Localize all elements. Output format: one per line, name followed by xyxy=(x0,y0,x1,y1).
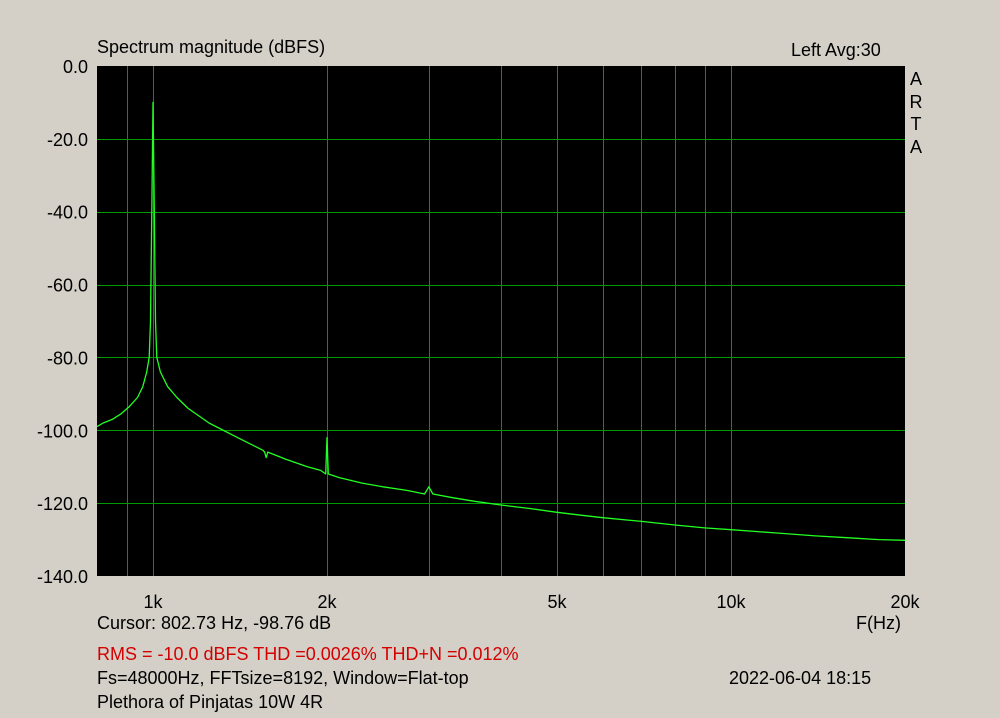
fft-settings: Fs=48000Hz, FFTsize=8192, Window=Flat-to… xyxy=(97,668,469,688)
rms-thd-readout: RMS = -10.0 dBFS THD =0.0026% THD+N =0.0… xyxy=(97,644,519,664)
y-axis-ticks: 0.0 -20.0 -40.0 -60.0 -80.0 -100.0 -120.0 -140.… xyxy=(37,57,88,587)
y-tick-label: -120.0 xyxy=(37,494,88,514)
watermark-letter: R xyxy=(909,91,923,112)
y-tick-label: -100.0 xyxy=(37,421,88,441)
chart-title: Spectrum magnitude (dBFS) xyxy=(97,37,326,57)
y-tick-label: -80.0 xyxy=(47,348,88,368)
watermark-letter: A xyxy=(909,136,922,157)
x-tick-label: 20k xyxy=(890,592,920,612)
timestamp: 2022-06-04 18:15 xyxy=(729,668,872,688)
channel-average-label: Left Avg:30 xyxy=(791,40,881,60)
x-tick-label: 1k xyxy=(144,592,164,612)
x-axis-unit: F(Hz) xyxy=(856,613,901,633)
arta-watermark: A R T A xyxy=(908,68,924,158)
watermark-letter: T xyxy=(910,114,922,134)
y-tick-label: -20.0 xyxy=(47,130,88,150)
cursor-readout: Cursor: 802.73 Hz, -98.76 dB xyxy=(97,613,332,633)
trace-layer xyxy=(96,101,906,541)
spectrum-trace xyxy=(96,101,906,541)
y-tick-label: -140.0 xyxy=(37,567,88,587)
grid-layer xyxy=(97,66,905,576)
y-tick-label: 0.0 xyxy=(63,57,88,77)
x-tick-label: 10k xyxy=(716,592,746,612)
device-name: Plethora of Pinjatas 10W 4R xyxy=(97,692,324,712)
x-tick-label: 2k xyxy=(317,592,337,612)
y-tick-label: -40.0 xyxy=(47,203,88,223)
watermark-letter: A xyxy=(909,69,922,89)
x-tick-label: 5k xyxy=(548,592,568,612)
y-tick-label: -60.0 xyxy=(47,276,88,296)
x-axis-ticks: 1k 2k 5k 10k 20k xyxy=(144,592,921,612)
